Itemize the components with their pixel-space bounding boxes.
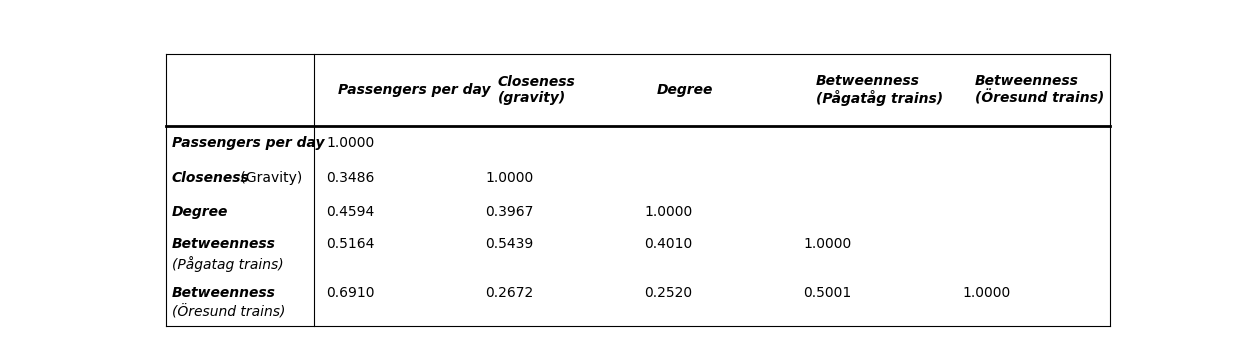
Text: (Öresund trains): (Öresund trains): [172, 305, 286, 319]
Text: 1.0000: 1.0000: [963, 285, 1011, 299]
Text: 0.4010: 0.4010: [644, 237, 692, 251]
Text: Passengers per day: Passengers per day: [339, 83, 491, 97]
Text: Degree: Degree: [656, 83, 713, 97]
Text: 1.0000: 1.0000: [326, 136, 375, 150]
Text: 1.0000: 1.0000: [486, 171, 534, 185]
Text: Betweenness
(Pågatåg trains): Betweenness (Pågatåg trains): [816, 74, 943, 106]
Text: 0.4594: 0.4594: [326, 205, 375, 219]
Text: 0.2672: 0.2672: [486, 285, 534, 299]
Text: (Gravity): (Gravity): [236, 171, 302, 185]
Text: Degree: Degree: [172, 205, 229, 219]
Text: 1.0000: 1.0000: [644, 205, 692, 219]
Text: Betweenness: Betweenness: [172, 285, 276, 299]
Text: 0.5164: 0.5164: [326, 237, 375, 251]
Text: 0.5439: 0.5439: [486, 237, 534, 251]
Text: 0.2520: 0.2520: [644, 285, 692, 299]
Text: Closeness
(gravity): Closeness (gravity): [498, 75, 575, 105]
Text: 0.3967: 0.3967: [486, 205, 534, 219]
Text: Passengers per day: Passengers per day: [172, 136, 324, 150]
Text: (Pågatag trains): (Pågatag trains): [172, 256, 283, 271]
Text: 0.6910: 0.6910: [326, 285, 375, 299]
Text: Closeness: Closeness: [172, 171, 250, 185]
Text: 0.3486: 0.3486: [326, 171, 375, 185]
Text: Betweenness: Betweenness: [172, 237, 276, 251]
Text: 1.0000: 1.0000: [803, 237, 852, 251]
Text: 0.5001: 0.5001: [803, 285, 852, 299]
Text: Betweenness
(Öresund trains): Betweenness (Öresund trains): [975, 74, 1105, 106]
